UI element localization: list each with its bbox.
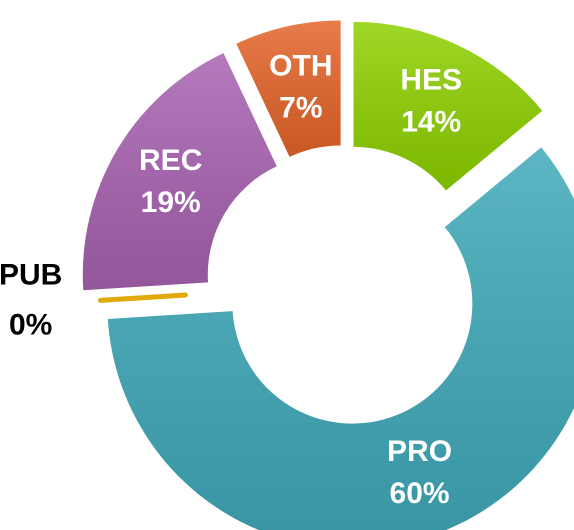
- slice-value: 0%: [9, 309, 52, 342]
- slice-shade: [82, 53, 277, 291]
- slice-shade: [236, 20, 341, 157]
- slice-label: HES: [400, 64, 462, 97]
- slice-shade: [107, 147, 574, 530]
- slice-label: REC: [139, 144, 202, 177]
- slice-value: 19%: [141, 186, 201, 219]
- slice-label: PUB: [0, 259, 62, 292]
- slice-value: 60%: [390, 477, 450, 510]
- slice-label: PRO: [387, 435, 452, 468]
- donut-slice: [97, 292, 188, 303]
- slice-shade: [353, 21, 543, 191]
- slice-value: 14%: [401, 106, 461, 139]
- slice-value: 7%: [279, 91, 322, 124]
- slice-label: OTH: [269, 49, 332, 82]
